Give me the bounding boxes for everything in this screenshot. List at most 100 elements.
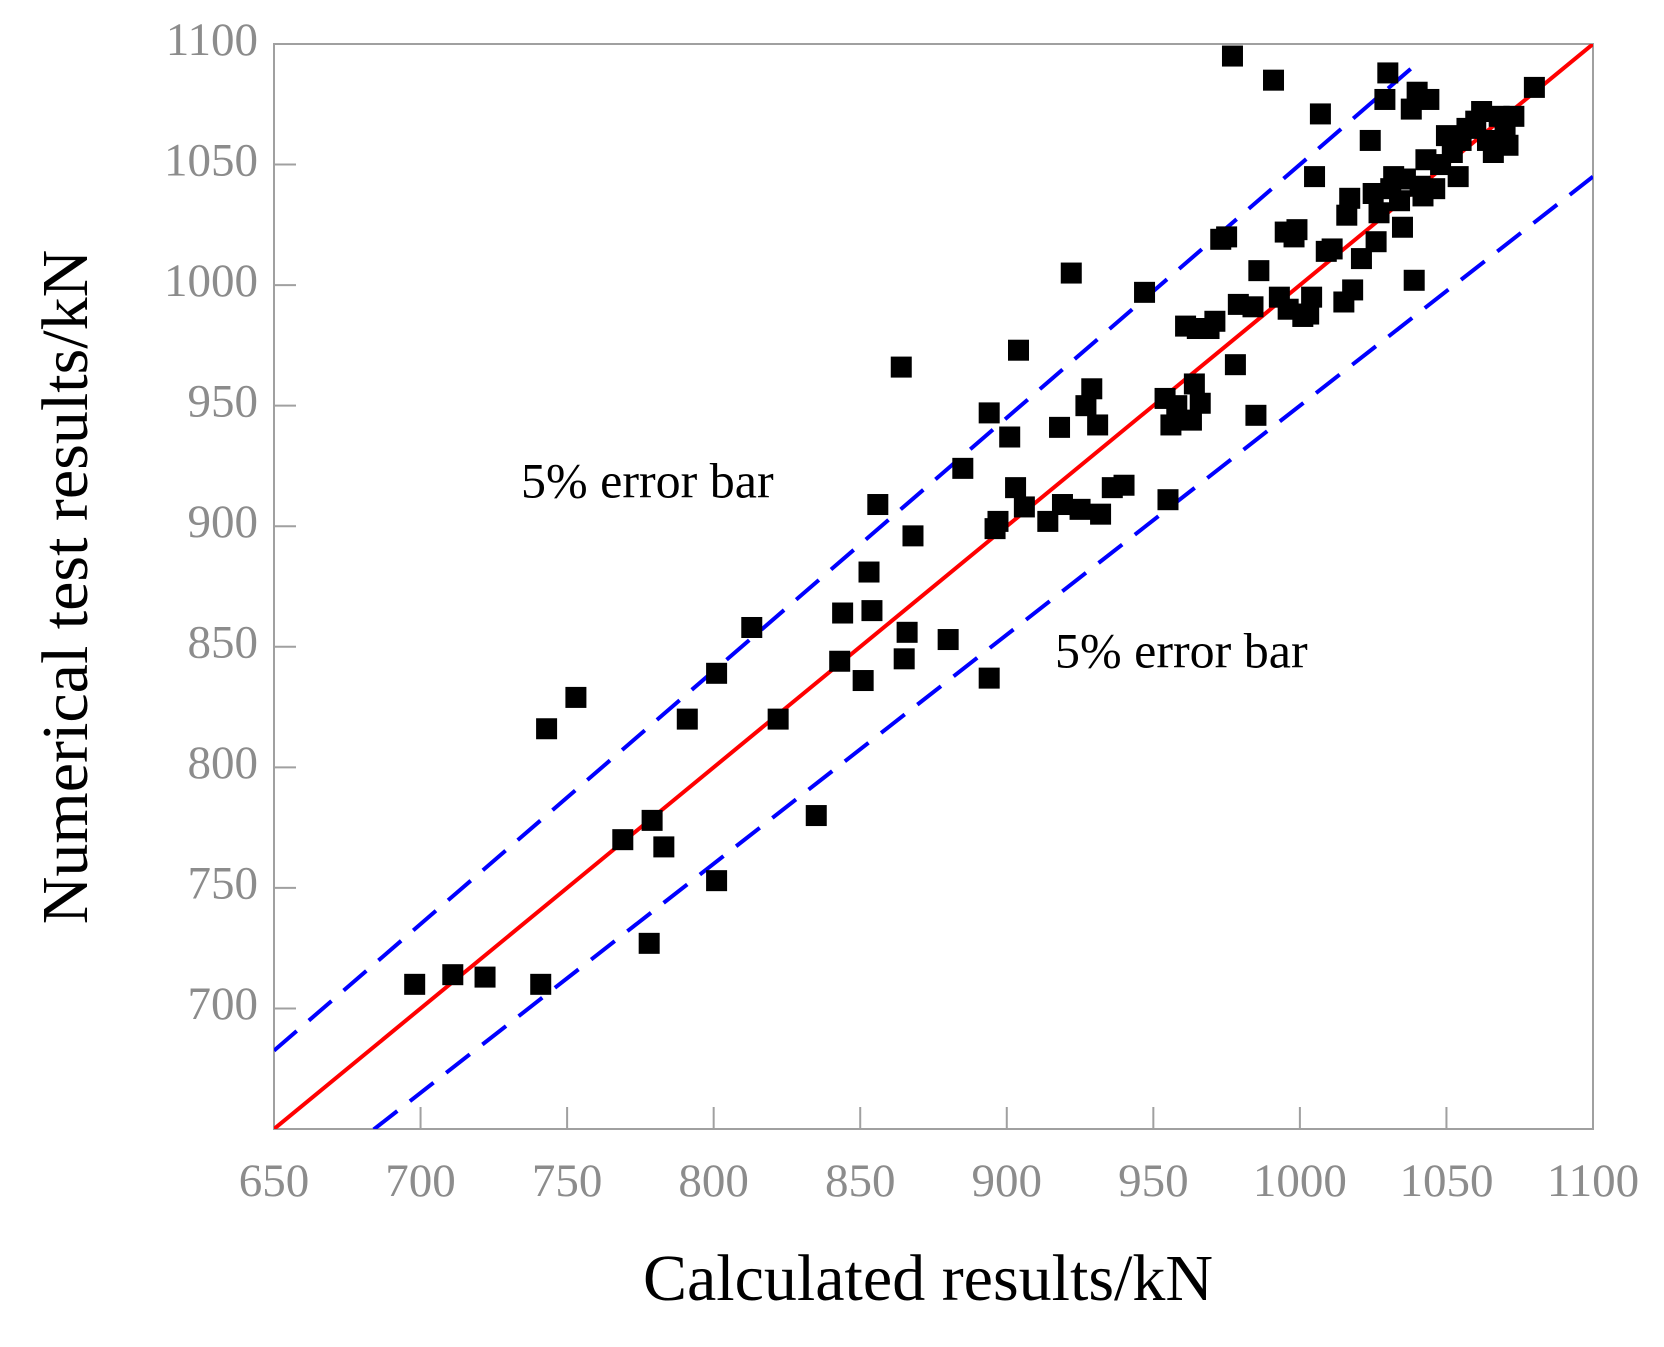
- point: [1342, 279, 1364, 301]
- point: [1075, 395, 1097, 417]
- point: [1224, 354, 1246, 376]
- point: [1160, 414, 1182, 436]
- y-tick-label: 900: [188, 496, 259, 548]
- x-tick-label: 1000: [1253, 1155, 1347, 1207]
- x-tick-label: 1100: [1547, 1155, 1639, 1207]
- reference-line: [372, 175, 1593, 1129]
- y-tick-label: 700: [188, 978, 259, 1030]
- point: [1377, 62, 1399, 84]
- point: [1157, 489, 1179, 511]
- x-tick-label: 750: [532, 1155, 603, 1207]
- point: [1298, 303, 1320, 325]
- point: [638, 932, 660, 954]
- point: [404, 973, 426, 995]
- point: [1069, 498, 1091, 520]
- point: [1245, 404, 1267, 426]
- point: [1424, 178, 1446, 200]
- point: [902, 525, 924, 547]
- point: [1221, 45, 1243, 67]
- point: [1523, 76, 1545, 98]
- point: [805, 805, 827, 827]
- point: [978, 402, 1000, 424]
- point: [641, 809, 663, 831]
- y-tick-label: 850: [188, 617, 259, 669]
- point: [612, 829, 634, 851]
- point: [565, 686, 587, 708]
- point: [999, 426, 1021, 448]
- y-tick-label: 1000: [164, 255, 258, 307]
- point: [1060, 262, 1082, 284]
- point: [1248, 260, 1270, 282]
- point: [1134, 281, 1156, 303]
- point: [1403, 269, 1425, 291]
- y-tick-label: 950: [188, 375, 259, 427]
- point: [890, 356, 912, 378]
- point: [536, 718, 558, 740]
- x-tick-label: 900: [972, 1155, 1043, 1207]
- point: [1180, 409, 1202, 431]
- y-axis-title: Numerical test results/kN: [29, 250, 102, 925]
- point: [1013, 496, 1035, 518]
- point: [1008, 339, 1030, 361]
- x-tick-label: 1050: [1399, 1155, 1493, 1207]
- point: [937, 629, 959, 651]
- point: [832, 602, 854, 624]
- x-tick-label: 850: [825, 1155, 896, 1207]
- point: [1400, 98, 1422, 120]
- x-axis-title: Calculated results/kN: [643, 1242, 1213, 1315]
- x-tick-label: 700: [385, 1155, 456, 1207]
- y-tick-label: 800: [188, 737, 259, 789]
- plot-frame: [273, 43, 1594, 1130]
- point: [653, 836, 675, 858]
- point: [1389, 190, 1411, 212]
- point: [676, 708, 698, 730]
- x-tick-label: 950: [1118, 1155, 1189, 1207]
- point: [861, 600, 883, 622]
- point: [978, 667, 1000, 689]
- point: [896, 621, 918, 643]
- point: [767, 708, 789, 730]
- point: [1037, 510, 1059, 532]
- point: [893, 648, 915, 670]
- x-tick-label: 800: [678, 1155, 749, 1207]
- point: [1336, 204, 1358, 226]
- point: [1362, 182, 1384, 204]
- point: [858, 561, 880, 583]
- point: [1005, 477, 1027, 499]
- point: [1286, 219, 1308, 241]
- point: [1391, 216, 1413, 238]
- y-tick-label: 1100: [166, 14, 258, 66]
- point: [1189, 392, 1211, 414]
- point: [1339, 187, 1361, 209]
- point: [1087, 414, 1109, 436]
- point: [474, 966, 496, 988]
- point: [1309, 103, 1331, 125]
- point: [1301, 286, 1323, 308]
- y-tick-label: 750: [188, 858, 259, 910]
- point: [1418, 88, 1440, 110]
- point: [1049, 416, 1071, 438]
- point: [1090, 503, 1112, 525]
- point: [829, 650, 851, 672]
- point: [1359, 129, 1381, 151]
- point: [1321, 238, 1343, 260]
- y-tick-label: 1050: [164, 134, 258, 186]
- reference-line: [274, 61, 1419, 1053]
- point: [706, 870, 728, 892]
- point: [852, 670, 874, 692]
- point: [1081, 378, 1103, 400]
- point: [1113, 474, 1135, 496]
- point: [442, 964, 464, 986]
- point: [741, 616, 763, 638]
- point: [987, 510, 1009, 532]
- annotation: 5% error bar: [521, 452, 774, 508]
- point: [1503, 105, 1525, 127]
- point: [1368, 202, 1390, 224]
- point: [1304, 166, 1326, 188]
- point: [1216, 226, 1238, 248]
- point: [1263, 69, 1285, 91]
- point: [952, 457, 974, 479]
- x-tick-label: 650: [239, 1155, 310, 1207]
- point: [1350, 248, 1372, 270]
